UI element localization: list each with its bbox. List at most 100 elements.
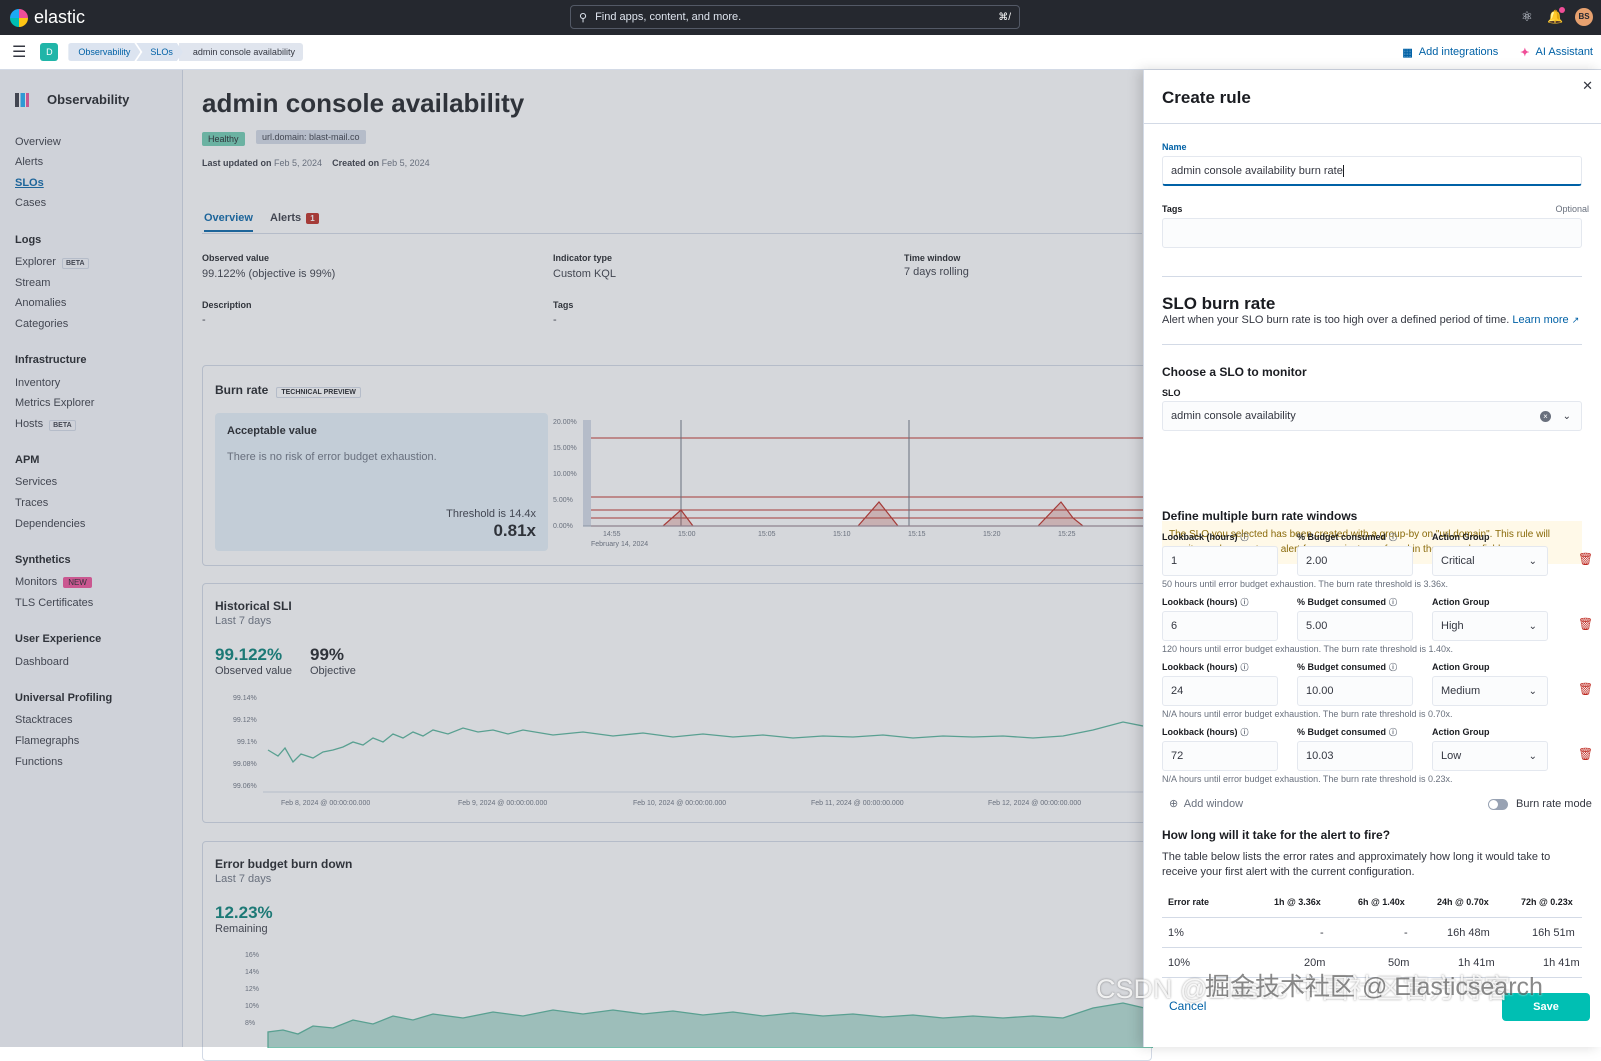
nav-item-stream[interactable]: Stream — [15, 277, 51, 289]
save-button[interactable]: Save — [1502, 993, 1590, 1021]
text-cursor — [1342, 164, 1344, 177]
action-group-select[interactable]: Medium ⌄ — [1432, 676, 1548, 706]
learn-more-link[interactable]: Learn more ↗ — [1512, 314, 1579, 326]
sli-series — [267, 721, 1153, 764]
chevron-down-icon[interactable]: ⌄ — [1562, 410, 1571, 422]
nav-item-overview[interactable]: Overview — [15, 136, 61, 148]
nav-item-dependencies[interactable]: Dependencies — [15, 518, 86, 530]
breadcrumb-bar: ☰ D Observability SLOs admin console ava… — [0, 35, 1601, 70]
external-link-icon: ↗ — [1571, 315, 1580, 325]
lookback-input[interactable]: 1 — [1162, 546, 1278, 576]
elastic-logo[interactable]: elastic — [10, 7, 85, 28]
tags-input[interactable] — [1162, 218, 1582, 248]
nav-item-metrics-explorer[interactable]: Metrics Explorer — [15, 397, 95, 409]
nav-item-stacktraces[interactable]: Stacktraces — [15, 714, 73, 726]
budget-consumed-input[interactable]: 10.03 — [1297, 741, 1413, 771]
x-tick-label: Feb 12, 2024 @ 00:00:00.000 — [988, 800, 1081, 807]
nav-item-services[interactable]: Services — [15, 476, 58, 488]
nav-item-categories[interactable]: Categories — [15, 318, 69, 330]
nav-item-functions[interactable]: Functions — [15, 756, 63, 768]
add-window-button[interactable]: ⊕ Add window — [1169, 797, 1243, 810]
burn-rate-chart: 20.00% 15.00% 10.00% 5.00% 0.00% 14:55 1… — [553, 419, 1153, 548]
nav-item-alerts[interactable]: Alerts — [15, 156, 44, 168]
slo-burn-rate-desc-text: Alert when your SLO burn rate is too hig… — [1162, 314, 1510, 326]
clear-icon[interactable]: × — [1540, 410, 1551, 422]
flyout-footer: Cancel Save — [1144, 988, 1601, 1047]
x-tick-label: Feb 10, 2024 @ 00:00:00.000 — [633, 800, 726, 807]
table-cell: 16h 51m — [1532, 927, 1575, 939]
page-title: admin console availability — [202, 88, 525, 118]
choose-slo-title: Choose a SLO to monitor — [1162, 365, 1307, 379]
delete-window-icon[interactable]: 🗑 — [1578, 617, 1594, 631]
action-group-select[interactable]: Low ⌄ — [1432, 741, 1548, 771]
nav-item-cases[interactable]: Cases — [15, 197, 47, 209]
slo-combobox[interactable]: admin console availability × ⌄ — [1162, 401, 1582, 431]
burn-rate-mode-toggle[interactable]: Burn rate mode — [1488, 798, 1592, 810]
budget-consumed-input[interactable]: 10.00 — [1297, 676, 1413, 706]
delete-window-icon[interactable]: 🗑 — [1578, 682, 1594, 696]
nav-title-label: Observability — [47, 92, 130, 107]
x-tick-label: 15:00 — [678, 531, 696, 538]
lookback-input[interactable]: 72 — [1162, 741, 1278, 771]
table-cell: 50m — [1388, 957, 1410, 969]
chevron-down-icon: ⌄ — [1528, 685, 1537, 697]
breadcrumb-current: admin console availability — [178, 43, 303, 61]
tab-alerts[interactable]: Alerts 1 — [270, 212, 319, 224]
delete-window-icon[interactable]: 🗑 — [1578, 747, 1594, 761]
tab-overview[interactable]: Overview — [204, 212, 253, 232]
nav-item-explorer[interactable]: Explorer BETA — [15, 256, 89, 269]
add-integrations-link[interactable]: ▦ Add integrations — [1402, 46, 1498, 59]
breadcrumb-observability[interactable]: Observability — [68, 43, 140, 61]
lookback-input[interactable]: 24 — [1162, 676, 1278, 706]
delete-window-icon[interactable]: 🗑 — [1578, 552, 1594, 566]
group-by-badge: url.domain: blast-mail.co — [256, 130, 366, 144]
nav-item-slos[interactable]: SLOs — [15, 177, 44, 189]
space-avatar[interactable]: D — [40, 43, 59, 61]
action-group-value: Medium — [1441, 685, 1481, 697]
name-label: Name — [1162, 142, 1187, 152]
close-icon[interactable]: ✕ — [1582, 78, 1593, 93]
error-budget-series — [267, 1002, 1153, 1048]
cancel-button[interactable]: Cancel — [1169, 999, 1207, 1013]
rule-name-input[interactable]: admin console availability burn rate — [1162, 156, 1582, 186]
action-group-select[interactable]: High ⌄ — [1432, 611, 1548, 641]
info-icon: ⓘ — [1389, 533, 1398, 542]
time-window-value: 7 days rolling — [904, 266, 969, 278]
user-avatar[interactable]: BS — [1575, 8, 1593, 26]
last-updated-value: Feb 5, 2024 — [274, 158, 323, 168]
y-tick-label: 14% — [245, 969, 259, 976]
global-search-input[interactable]: ⚲ Find apps, content, and more. ⌘/ — [570, 5, 1020, 29]
action-group-select[interactable]: Critical ⌄ — [1432, 546, 1548, 576]
breadcrumb-slos[interactable]: SLOs — [136, 43, 183, 61]
nav-item-hosts[interactable]: Hosts BETA — [15, 418, 76, 431]
lookback-label: Lookback (hours) ⓘ — [1162, 662, 1249, 673]
nav-item-anomalies[interactable]: Anomalies — [15, 297, 67, 309]
lookback-input[interactable]: 6 — [1162, 611, 1278, 641]
acceptable-value-text: There is no risk of error budget exhaust… — [227, 451, 437, 463]
notifications-icon[interactable]: 🔔 — [1547, 7, 1565, 24]
fire-time-description: The table below lists the error rates an… — [1162, 851, 1551, 878]
window-hint: 50 hours until error budget exhaustion. … — [1162, 579, 1449, 589]
nav-item-tls-certificates[interactable]: TLS Certificates — [15, 597, 94, 609]
ai-assistant-button[interactable]: ✦ AI Assistant — [1520, 46, 1593, 59]
nav-item-traces[interactable]: Traces — [15, 497, 49, 509]
y-tick-label: 5.00% — [553, 497, 573, 504]
budget-consumed-input[interactable]: 5.00 — [1297, 611, 1413, 641]
toggle-switch[interactable] — [1488, 798, 1508, 810]
nav-item-dashboard[interactable]: Dashboard — [15, 656, 69, 668]
hamburger-menu-icon[interactable]: ☰ — [12, 44, 27, 61]
info-icon: ⓘ — [1240, 598, 1249, 607]
help-icon[interactable]: ⚛ — [1521, 9, 1533, 24]
plus-icon: ⊕ — [1169, 798, 1179, 810]
historical-objective-label: Objective — [310, 665, 356, 677]
budget-consumed-input[interactable]: 2.00 — [1297, 546, 1413, 576]
slo-burn-rate-description: Alert when your SLO burn rate is too hig… — [1162, 314, 1579, 326]
nav-section-infrastructure: Infrastructure — [15, 354, 87, 366]
nav-item-flamegraphs[interactable]: Flamegraphs — [15, 735, 80, 747]
watermark: CSDN @Elastic 中国社区官方博客 — [1096, 974, 1511, 1004]
nav-item-inventory[interactable]: Inventory — [15, 377, 61, 389]
table-cell: 16h 48m — [1447, 927, 1490, 939]
burn-rate-panel: Burn rate TECHNICAL PREVIEW Acceptable va… — [202, 365, 1153, 566]
nav-item-monitors[interactable]: Monitors NEW — [15, 576, 92, 588]
y-tick-label: 99.12% — [233, 717, 257, 724]
